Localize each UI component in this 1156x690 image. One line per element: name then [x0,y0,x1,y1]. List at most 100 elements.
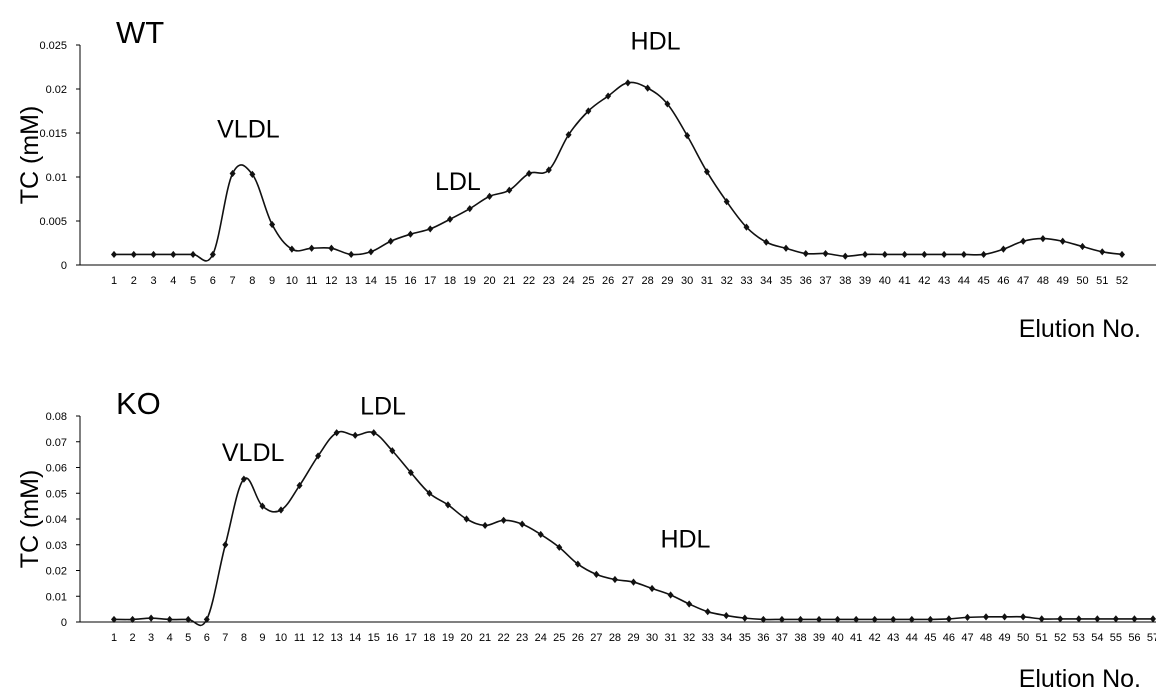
data-point [871,615,878,624]
data-point [240,475,247,483]
x-tick-label: 48 [980,632,992,644]
y-tick-label: 0.025 [39,40,67,52]
data-point [574,560,581,568]
x-tick-label: 50 [1076,275,1088,287]
x-tick-label: 17 [424,275,436,287]
data-point [565,131,572,139]
x-tick-label: 54 [1091,632,1103,644]
data-point [500,516,507,524]
data-point [723,198,730,206]
x-tick-label: 9 [269,275,275,287]
data-point [166,615,173,624]
x-axis-label: Elution No. [1019,665,1141,690]
data-point [585,107,592,115]
x-tick-label: 49 [998,632,1010,644]
data-point [482,521,489,530]
x-tick-label: 51 [1096,275,1108,287]
data-point [556,543,563,551]
y-tick-label: 0.05 [46,488,67,500]
data-point [444,501,451,509]
data-point [352,431,359,439]
data-point [203,615,210,624]
x-tick-label: 16 [404,275,416,287]
data-point [881,250,888,259]
y-tick-label: 0.02 [46,84,67,96]
data-point [853,615,860,624]
x-tick-label: 4 [170,275,176,287]
data-point [763,238,770,246]
x-tick-label: 40 [831,632,843,644]
peak-label: VLDL [217,115,280,143]
x-tick-label: 44 [958,275,970,287]
x-tick-label: 24 [535,632,547,644]
data-point [447,215,453,223]
x-tick-label: 52 [1116,275,1128,287]
data-point [964,613,971,621]
x-tick-label: 47 [961,632,973,644]
y-axis-label: TC (mM) [16,470,44,569]
data-point [741,614,748,622]
x-tick-label: 46 [997,275,1009,287]
y-tick-label: 0.04 [46,514,67,526]
data-point [426,489,433,497]
x-tick-label: 31 [701,275,713,287]
data-point [328,244,335,252]
x-tick-label: 20 [460,632,472,644]
data-point [148,614,155,622]
x-tick-label: 9 [259,632,265,644]
data-point [1020,613,1027,621]
x-tick-label: 25 [553,632,565,644]
x-tick-label: 26 [572,632,584,644]
data-point [407,469,414,477]
x-tick-label: 2 [129,632,135,644]
x-tick-label: 34 [760,275,772,287]
x-tick-label: 15 [385,275,397,287]
x-tick-label: 52 [1054,632,1066,644]
y-tick-label: 0.01 [46,172,67,184]
data-point [209,250,216,259]
data-point [684,132,691,140]
x-tick-label: 21 [479,632,491,644]
x-tick-label: 5 [190,275,196,287]
data-point [1119,250,1125,259]
data-point [605,92,612,100]
x-tick-label: 31 [664,632,676,644]
data-point [249,170,256,178]
x-tick-label: 10 [275,632,287,644]
data-point [370,429,377,437]
x-tick-label: 20 [483,275,495,287]
data-point [960,250,967,259]
data-point [703,168,710,176]
x-tick-label: 28 [609,632,621,644]
x-tick-label: 55 [1110,632,1122,644]
x-tick-label: 1 [111,275,117,287]
data-point [1131,615,1138,623]
y-tick-label: 0.02 [46,566,67,578]
x-tick-label: 18 [444,275,456,287]
peak-label: HDL [660,525,710,553]
x-tick-label: 48 [1037,275,1049,287]
data-point [890,615,897,624]
x-tick-label: 37 [776,632,788,644]
data-point [664,100,671,108]
x-tick-label: 30 [646,632,658,644]
data-point [130,250,137,259]
data-point [389,447,396,455]
x-tick-label: 17 [405,632,417,644]
x-tick-label: 10 [286,275,298,287]
x-tick-label: 3 [148,632,154,644]
data-point [686,600,693,608]
data-point [229,169,236,178]
x-tick-label: 15 [368,632,380,644]
y-tick-label: 0 [61,260,67,272]
data-point [519,520,526,528]
data-point [593,570,600,578]
y-tick-label: 0 [61,617,67,629]
data-point [797,615,804,624]
data-point [367,248,374,256]
x-tick-label: 40 [879,275,891,287]
x-tick-label: 5 [185,632,191,644]
x-tick-label: 21 [503,275,515,287]
x-tick-label: 27 [622,275,634,287]
x-tick-label: 11 [294,632,305,644]
